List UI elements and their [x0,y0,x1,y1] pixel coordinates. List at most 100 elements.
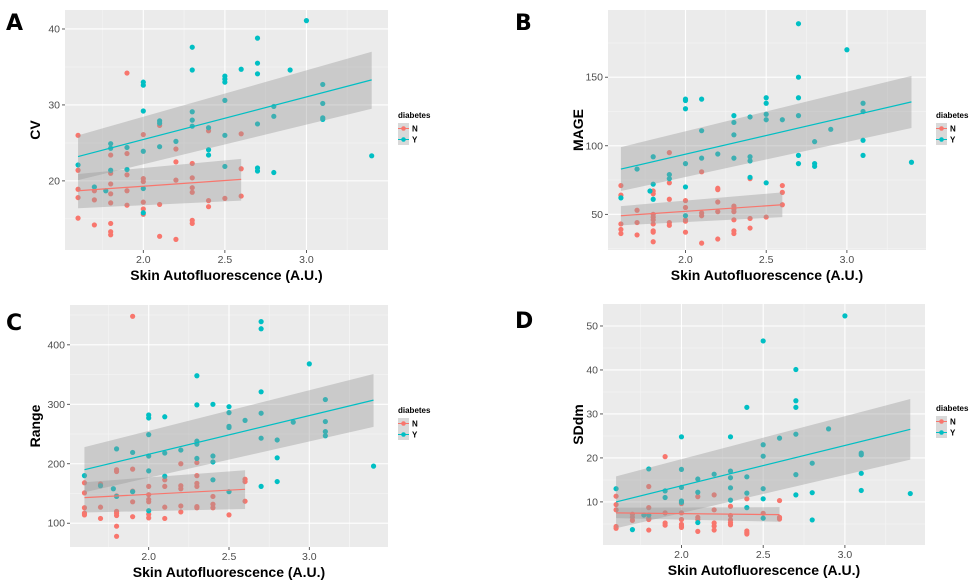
data-point-y [695,519,701,526]
legend-point-n [939,126,944,131]
data-point-y [629,527,636,533]
regression-line-y [615,428,911,503]
confidence-band-n [620,192,783,226]
data-point-y [763,95,769,101]
data-point-y [760,453,766,459]
data-point-n [763,214,769,220]
data-point-y [287,67,293,73]
data-point-n [178,461,184,467]
data-point-n [699,169,705,175]
data-point-y [140,148,146,154]
data-point-y [650,154,656,160]
data-point-n [238,166,244,172]
data-point-n [157,233,163,239]
data-point-n [666,180,672,186]
data-point-n [662,522,668,528]
data-point-n [695,494,701,500]
data-point-n [210,505,216,511]
data-point-n [618,230,624,237]
data-point-y [793,366,799,373]
data-point-n [108,181,114,187]
data-point-y [320,100,326,107]
data-point-n [189,160,195,167]
data-point-y [682,184,689,190]
data-point-n [194,483,200,489]
data-point-n [222,195,228,201]
regression-line-y [77,79,372,158]
data-point-y [173,138,179,144]
legend: diabetes NY [936,404,969,438]
data-point-y [258,389,264,395]
data-point-n [618,221,624,227]
data-point-n [682,229,689,235]
data-point-n [205,204,212,210]
y-tick-label: 10 [586,496,598,508]
data-point-y [763,100,769,106]
data-point-n [81,512,88,518]
data-point-y [370,463,377,469]
data-point-n [97,515,104,522]
data-point-n [715,187,721,193]
data-point-n [75,215,81,221]
data-point-n [124,172,130,178]
data-point-y [842,313,848,319]
data-point-n [75,132,81,138]
legend-label-n: N [950,125,956,134]
panel-b: B 2.0 2.5 3.0 50 100 150 Skin Autofluorescence … [515,10,969,283]
data-point-y [254,168,261,174]
data-point-y [189,109,195,115]
data-point-y [812,139,818,145]
panel-d: D 2.0 2.5 3.0 10 20 30 40 50 Skin Autofluorescenc… [515,304,969,578]
data-point-n [613,507,619,513]
data-point-y [110,486,116,492]
y-tick-label: 100 [47,518,65,530]
data-point-n [113,523,120,529]
data-point-y [162,473,168,479]
confidence-band-n [84,470,246,513]
data-point-y [81,473,88,479]
data-point-n [618,226,624,233]
data-point-y [162,450,168,456]
data-point-n [189,189,195,195]
data-point-y [682,97,689,104]
data-point-n [634,219,640,226]
legend-title: diabetes [398,406,431,415]
data-point-y [75,162,81,168]
regression-line-n [78,178,242,192]
data-point-y [760,515,766,521]
data-point-y [731,113,737,119]
data-point-n [130,514,136,520]
data-point-n [699,213,705,219]
legend: diabetes NY [936,111,969,145]
data-point-y [274,455,280,461]
data-point-y [809,517,815,523]
data-point-y [666,171,672,178]
data-point-n [646,483,652,490]
legend-label-y: Y [412,431,418,440]
panel-letter: A [6,11,23,36]
data-point-y [760,486,766,492]
data-point-n [226,512,232,518]
data-point-y [205,147,212,153]
data-point-y [140,210,146,216]
data-point-y [793,431,799,437]
data-point-y [113,446,120,452]
data-point-y [682,213,689,219]
data-point-n [178,486,184,492]
data-point-y [320,81,326,88]
data-point-n [108,191,114,197]
data-point-n [646,516,652,523]
data-point-n [776,516,783,522]
data-point-n [210,493,216,500]
data-point-n [682,204,689,211]
data-point-y [194,402,200,408]
plot-background [608,10,926,250]
data-point-y [146,468,152,474]
data-point-n [124,202,130,208]
data-point-y [189,117,195,123]
data-point-y [727,497,734,503]
data-point-n [682,198,689,204]
data-point-y [157,120,163,126]
legend-point-y [401,432,406,437]
data-point-n [140,206,146,212]
